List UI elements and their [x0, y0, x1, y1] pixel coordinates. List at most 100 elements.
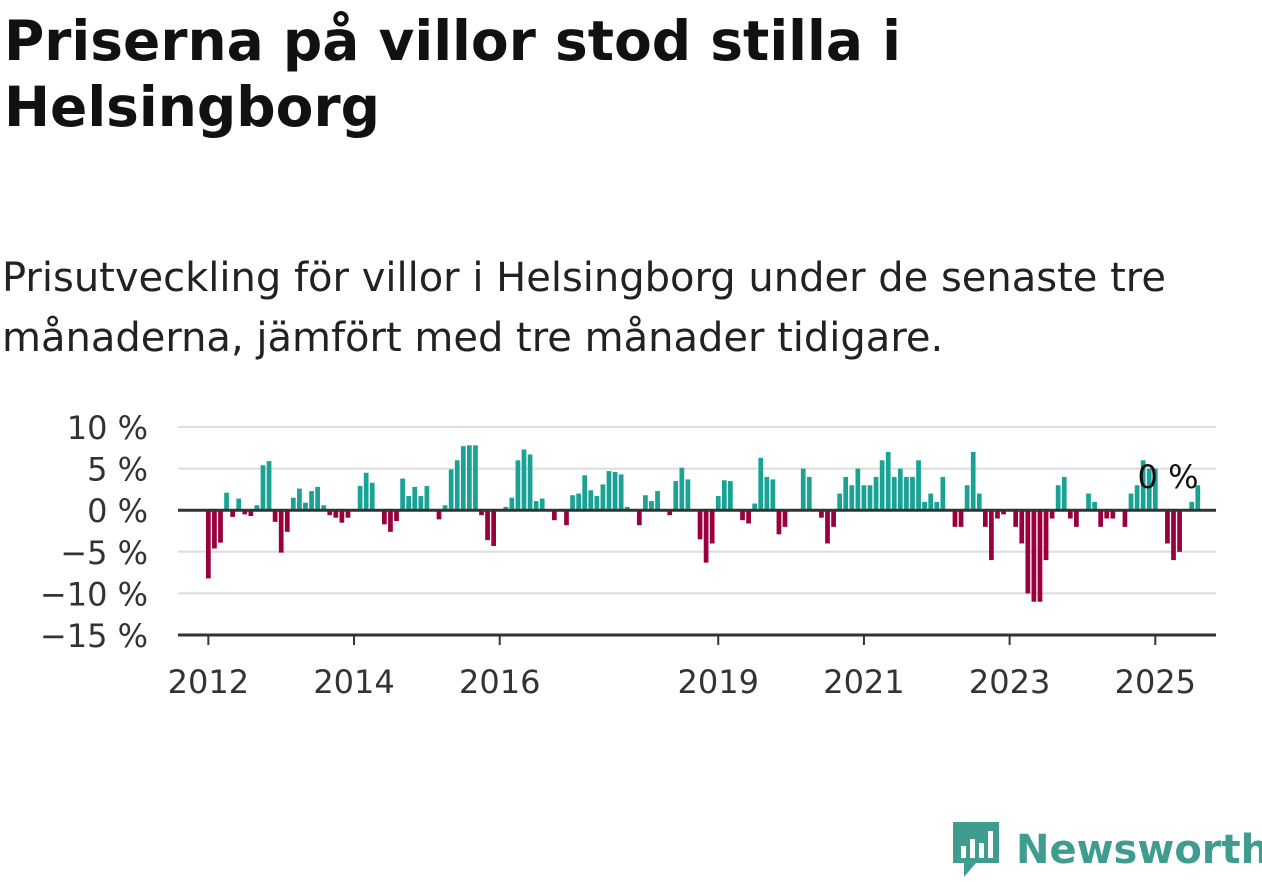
bar [1067, 510, 1073, 519]
bar [527, 454, 533, 511]
bar [1140, 460, 1146, 511]
x-tick-label: 2014 [313, 663, 394, 700]
bar [934, 501, 940, 511]
bar [782, 510, 788, 527]
bar [212, 510, 217, 549]
bar [345, 510, 351, 518]
bar [321, 505, 327, 511]
bar [776, 510, 782, 535]
bar [655, 491, 660, 511]
bar [339, 510, 345, 523]
bar [940, 476, 946, 511]
bar [485, 510, 490, 541]
y-tick-label: −10 % [40, 575, 148, 613]
bar [770, 479, 776, 511]
bar [363, 472, 369, 511]
bar [564, 510, 569, 526]
bar [1098, 510, 1104, 527]
bar [1189, 501, 1195, 511]
bar [236, 498, 242, 511]
bar [746, 510, 751, 524]
bar [649, 501, 654, 511]
bar [309, 491, 314, 511]
bar [521, 449, 527, 511]
chart-subtitle: Prisutveckling för villor i Helsingborg … [2, 255, 1166, 361]
bar [1171, 510, 1176, 561]
bar [266, 461, 272, 511]
bar [594, 496, 600, 511]
x-tick-label: 2025 [1115, 663, 1196, 700]
bar [272, 510, 278, 522]
bar [910, 476, 915, 511]
bar [819, 510, 824, 518]
bar [1092, 501, 1097, 511]
bar [418, 496, 424, 511]
bar [643, 495, 648, 511]
bar [982, 510, 988, 527]
bar [606, 471, 612, 511]
bar [800, 468, 806, 511]
bar [1146, 468, 1152, 511]
bar [1013, 510, 1019, 527]
bar [503, 506, 509, 511]
bar [1037, 510, 1043, 602]
bar [697, 510, 703, 540]
bar [242, 510, 248, 515]
bar [758, 457, 764, 511]
bar [260, 465, 266, 511]
bar [709, 510, 715, 544]
x-tick-label: 2019 [678, 663, 759, 700]
bar [539, 498, 545, 511]
y-tick-label: −5 % [60, 534, 148, 572]
y-tick-label: 10 % [67, 409, 148, 447]
bar [436, 510, 442, 520]
bar [673, 481, 679, 511]
bar [1049, 510, 1055, 519]
bar [1104, 510, 1110, 519]
x-tick-label: 2012 [168, 663, 249, 700]
bar [460, 446, 466, 511]
bar [394, 510, 399, 522]
bar [406, 496, 412, 511]
bar [970, 451, 976, 511]
bar [327, 510, 333, 516]
bar [922, 501, 927, 511]
bar [442, 505, 448, 511]
bar [952, 510, 958, 527]
bar [1152, 468, 1158, 511]
x-tick-label: 2023 [969, 663, 1050, 700]
bar [284, 510, 290, 532]
bar [685, 479, 691, 511]
bar [369, 482, 375, 511]
bar [879, 460, 885, 511]
bar [843, 476, 849, 511]
bar [1061, 476, 1067, 511]
bars [205, 445, 1201, 602]
bar [1177, 510, 1182, 552]
bar [976, 493, 982, 511]
bar [989, 510, 994, 561]
bar [224, 492, 229, 511]
bar [382, 510, 387, 525]
bar [958, 510, 964, 527]
bar [752, 503, 758, 511]
bar [400, 478, 405, 511]
x-tick-label: 2021 [823, 663, 904, 700]
bar [995, 510, 1000, 519]
bar [205, 510, 211, 579]
last-value-label: 0 % [1138, 458, 1199, 496]
bar [764, 476, 770, 511]
bar [1086, 493, 1091, 511]
bar [315, 486, 320, 511]
bar [412, 486, 418, 511]
bar [290, 497, 296, 511]
bar [897, 468, 903, 511]
bar [873, 476, 879, 511]
bar [479, 510, 484, 516]
bar [885, 451, 891, 511]
bar [964, 485, 970, 511]
bar [454, 460, 460, 511]
newsworthy-logo: Newsworthy [950, 818, 1262, 882]
bar [467, 445, 472, 511]
bar [582, 475, 588, 511]
